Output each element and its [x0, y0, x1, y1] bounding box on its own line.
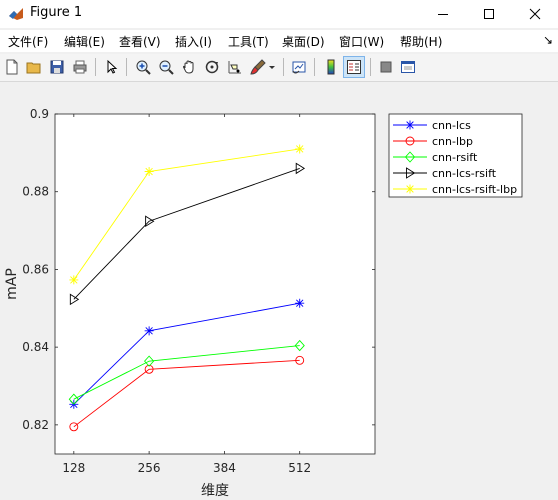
legend[interactable]: cnn-lcs cnn-lbp cnn-rsift cnn-lcs-rsift cnn-…	[388, 113, 523, 198]
colorbar-icon[interactable]	[320, 56, 342, 78]
data-point	[295, 298, 305, 308]
figure-canvas: 128 256 384 512 0.820.840.860.880.9 维度 mAP …	[4, 107, 523, 499]
title-bar: Figure 1	[0, 0, 558, 28]
legend-entry-cnn-lbp: cnn-lbp	[393, 135, 473, 148]
data-point	[68, 393, 79, 405]
legend-marker	[405, 136, 415, 146]
menu-edit[interactable]: 编辑(E)	[64, 35, 105, 49]
new-figure-icon[interactable]	[1, 56, 23, 78]
y-axis-label: mAP	[4, 268, 20, 300]
y-tick-label: 0.88	[22, 185, 49, 199]
pan-hand-icon[interactable]	[178, 56, 200, 78]
menu-view[interactable]: 查看(V)	[119, 35, 161, 49]
legend-label: cnn-lcs-rsift	[432, 167, 497, 180]
zoom-in-icon[interactable]	[132, 56, 154, 78]
legend-box	[388, 113, 523, 198]
axes-background	[54, 113, 376, 455]
x-tick-label: 512	[288, 461, 311, 475]
legend-marker	[405, 120, 415, 130]
legend-label: cnn-lbp	[432, 135, 473, 148]
series-cnn-lcs-rsift	[69, 162, 306, 306]
maximize-button[interactable]	[466, 0, 512, 28]
menu-overflow-arrow-icon[interactable]: ↘	[543, 33, 554, 47]
rotate-3d-icon[interactable]	[201, 56, 223, 78]
series-cnn-lcs-rsift-lbp	[69, 144, 305, 285]
save-icon[interactable]	[46, 56, 68, 78]
legend-label: cnn-lcs-rsift-lbp	[432, 183, 517, 196]
x-axis: 128 256 384 512	[62, 114, 311, 475]
show-plot-tools-icon[interactable]	[397, 56, 419, 78]
print-icon[interactable]	[69, 56, 91, 78]
plot-series	[68, 144, 306, 432]
link-plot-icon[interactable]	[288, 56, 310, 78]
series-line	[73, 359, 300, 428]
y-tick-label: 0.84	[22, 340, 49, 354]
matlab-figure-icon	[9, 8, 23, 20]
data-point	[144, 355, 155, 367]
data-point	[295, 355, 305, 365]
legend-entry-cnn-lcs-rsift-lbp: cnn-lcs-rsift-lbp	[393, 183, 517, 196]
data-point	[295, 162, 306, 175]
window-title: Figure 1	[30, 5, 83, 20]
hide-plot-tools-icon[interactable]	[375, 56, 397, 78]
x-tick-label: 256	[138, 461, 161, 475]
legend-entry-cnn-lcs-rsift: cnn-lcs-rsift	[393, 167, 497, 180]
menu-bar: 文件(F) 编辑(E) 查看(V) 插入(I) 工具(T) 桌面(D) 窗口(W…	[0, 30, 558, 52]
x-axis-label: 维度	[201, 483, 229, 499]
edit-plot-arrow-icon[interactable]	[101, 56, 123, 78]
legend-marker	[404, 151, 416, 163]
legend-entry-cnn-rsift: cnn-rsift	[393, 151, 478, 164]
legend-marker	[406, 167, 416, 179]
y-axis: 0.82 0.84 0.86 0.88 0.9	[22, 107, 375, 432]
brush-icon[interactable]	[247, 56, 269, 78]
series-cnn-rsift	[68, 339, 305, 405]
menu-file[interactable]: 文件(F)	[8, 35, 49, 49]
menu-window[interactable]: 窗口(W)	[339, 35, 385, 49]
open-file-icon[interactable]	[23, 56, 45, 78]
maximize-icon	[484, 9, 494, 19]
legend-marker	[405, 184, 415, 194]
data-point	[69, 275, 79, 285]
menu-help[interactable]: 帮助(H)	[400, 35, 443, 49]
figure-toolbar	[0, 54, 558, 82]
data-point	[144, 167, 154, 177]
data-point	[144, 364, 154, 374]
legend-icon[interactable]	[343, 56, 365, 78]
close-icon	[529, 8, 541, 20]
menu-tools[interactable]: 工具(T)	[228, 35, 269, 49]
minimize-button[interactable]	[420, 0, 466, 28]
close-button[interactable]	[512, 0, 558, 28]
brush-dropdown-icon[interactable]	[266, 56, 278, 78]
menu-desktop[interactable]: 桌面(D)	[282, 35, 325, 49]
y-tick-label: 0.86	[22, 262, 49, 276]
data-point	[69, 422, 79, 432]
series-cnn-lbp	[69, 355, 305, 432]
y-tick-label: 0.82	[22, 418, 49, 432]
series-line	[73, 167, 300, 300]
x-tick-label: 128	[62, 461, 85, 475]
zoom-out-icon[interactable]	[155, 56, 177, 78]
x-tick-label: 384	[213, 461, 236, 475]
data-point	[295, 144, 305, 154]
series-line	[73, 345, 300, 400]
data-point	[69, 293, 80, 306]
legend-label: cnn-lcs	[432, 119, 471, 132]
legend-entry-cnn-lcs: cnn-lcs	[393, 119, 471, 132]
menu-insert[interactable]: 插入(I)	[175, 35, 212, 49]
y-tick-label: 0.9	[30, 107, 49, 121]
minimize-icon	[438, 14, 448, 15]
data-point	[294, 339, 305, 352]
data-cursor-icon[interactable]	[224, 56, 246, 78]
legend-label: cnn-rsift	[432, 151, 478, 164]
data-point	[145, 215, 155, 228]
data-point	[144, 326, 154, 336]
